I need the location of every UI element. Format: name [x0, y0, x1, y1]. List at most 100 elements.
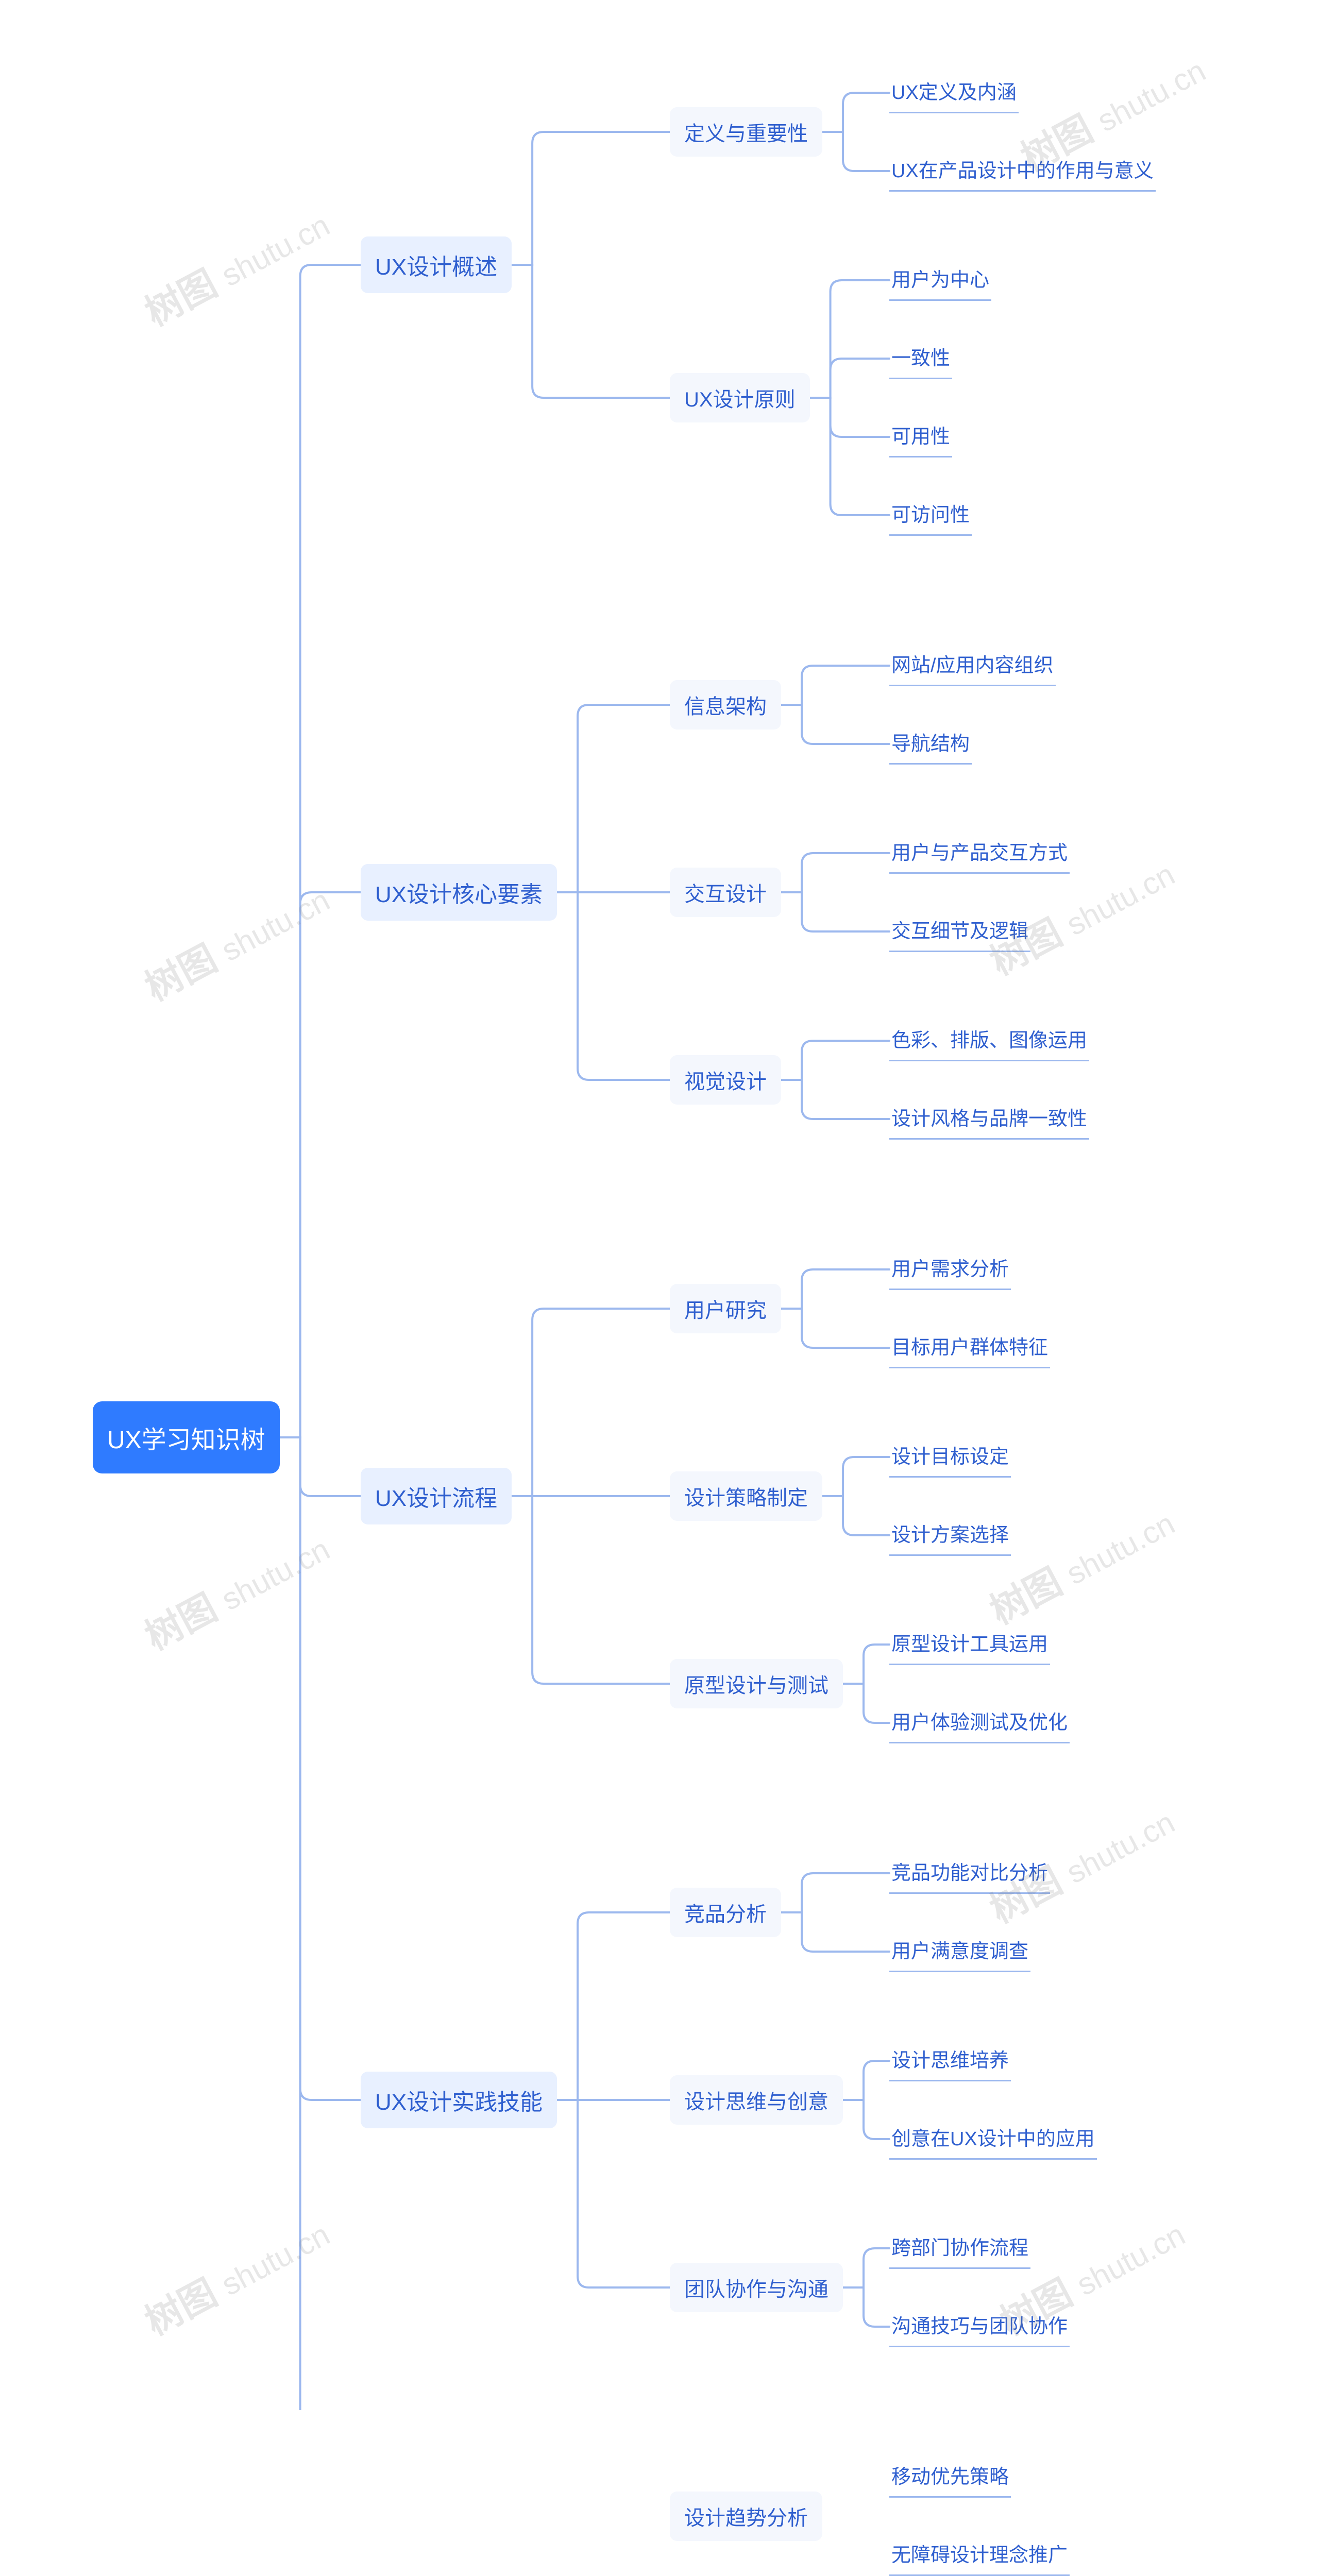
connector — [512, 265, 670, 398]
connector — [280, 265, 361, 1437]
connector — [822, 1457, 889, 1496]
connector — [810, 359, 889, 398]
node-label: 设计方案选择 — [891, 1519, 1009, 1547]
node-label: 导航结构 — [891, 727, 970, 756]
mindmap-node-l2[interactable]: 视觉设计 — [670, 1055, 781, 1105]
mindmap-canvas: UX学习知识树 UX设计概述 定义与重要性 UX定义及内涵 UX在产品设计中的作用与意义… — [0, 0, 1319, 2410]
node-label: 竞品分析 — [684, 1897, 767, 1927]
mindmap-node-l3[interactable]: 可用性 — [889, 416, 952, 457]
connector — [843, 2248, 889, 2287]
node-label: 定义与重要性 — [684, 117, 808, 147]
node-label: 目标用户群体特征 — [891, 1331, 1048, 1360]
node-label: 设计思维培养 — [891, 2044, 1009, 2073]
mindmap-node-l3[interactable]: 用户满意度调查 — [889, 1931, 1030, 1972]
node-label: 用户与产品交互方式 — [891, 837, 1068, 865]
mindmap-node-l3[interactable]: 跨部门协作流程 — [889, 2228, 1030, 2269]
node-label: 设计趋势分析 — [684, 2501, 808, 2531]
mindmap-node-l2[interactable]: 原型设计与测试 — [670, 1659, 843, 1708]
node-label: UX定义及内涵 — [891, 76, 1017, 105]
connector — [781, 666, 889, 705]
connector — [512, 1309, 670, 1496]
mindmap-node-l3[interactable]: 交互细节及逻辑 — [889, 911, 1030, 952]
mindmap-node-l3[interactable]: 创意在UX设计中的应用 — [889, 2119, 1097, 2160]
node-label: 创意在UX设计中的应用 — [891, 2123, 1095, 2151]
mindmap-node-l3[interactable]: 原型设计工具运用 — [889, 1624, 1050, 1665]
node-label: UX设计实践技能 — [375, 2083, 543, 2116]
watermark-en: shutu.cn — [216, 1532, 335, 1617]
connector — [810, 398, 889, 515]
mindmap-node-l3[interactable]: 设计思维培养 — [889, 2040, 1011, 2081]
node-label: 用户体验测试及优化 — [891, 1706, 1068, 1735]
node-label: 用户为中心 — [891, 264, 989, 292]
mindmap-node-l3[interactable]: 移动优先策略 — [889, 2456, 1011, 2498]
node-label: UX设计核心要素 — [375, 876, 543, 909]
connector — [810, 398, 889, 437]
connector — [781, 1912, 889, 1952]
mindmap-node-l2[interactable]: 信息架构 — [670, 680, 781, 730]
mindmap-node-l3[interactable]: 设计方案选择 — [889, 1515, 1011, 1556]
watermark-en: shutu.cn — [216, 883, 335, 968]
mindmap-node-l1[interactable]: UX设计核心要素 — [361, 864, 557, 921]
watermark-en: shutu.cn — [1061, 1805, 1180, 1890]
mindmap-node-l3[interactable]: 用户为中心 — [889, 260, 991, 301]
mindmap-node-l3[interactable]: 一致性 — [889, 338, 952, 379]
mindmap-node-l2[interactable]: 团队协作与沟通 — [670, 2263, 843, 2312]
mindmap-node-l3[interactable]: 设计风格与品牌一致性 — [889, 1098, 1089, 1140]
mindmap-node-l3[interactable]: 无障碍设计理念推广 — [889, 2535, 1070, 2576]
mindmap-node-l3[interactable]: 竞品功能对比分析 — [889, 1853, 1050, 1894]
node-label: UX在产品设计中的作用与意义 — [891, 155, 1154, 183]
connector — [781, 1041, 889, 1080]
mindmap-node-l3[interactable]: 沟通技巧与团队协作 — [889, 2306, 1070, 2347]
mindmap-node-l2[interactable]: 交互设计 — [670, 868, 781, 917]
node-label: 信息架构 — [684, 690, 767, 720]
node-label: UX设计原则 — [684, 383, 796, 413]
mindmap-node-l2[interactable]: 竞品分析 — [670, 1888, 781, 1937]
watermark-en: shutu.cn — [1092, 53, 1211, 139]
mindmap-node-l3[interactable]: 导航结构 — [889, 723, 972, 765]
watermark-en: shutu.cn — [1071, 2217, 1191, 2302]
mindmap-node-l2[interactable]: UX设计原则 — [670, 373, 810, 422]
mindmap-node-l1[interactable]: UX设计实践技能 — [361, 2072, 557, 2128]
mindmap-node-l3[interactable]: 用户体验测试及优化 — [889, 1702, 1070, 1743]
mindmap-node-l3[interactable]: 色彩、排版、图像运用 — [889, 1020, 1089, 1061]
connector — [512, 132, 670, 265]
node-label: 原型设计工具运用 — [891, 1628, 1048, 1656]
watermark-en: shutu.cn — [216, 2217, 335, 2302]
mindmap-node-l3[interactable]: UX定义及内涵 — [889, 72, 1019, 113]
connector — [557, 705, 670, 892]
mindmap-node-l2[interactable]: 定义与重要性 — [670, 107, 822, 157]
watermark: 树图 shutu.cn — [134, 2204, 337, 2346]
mindmap-node-l3[interactable]: 用户需求分析 — [889, 1249, 1011, 1290]
connector — [822, 93, 889, 132]
mindmap-node-l3[interactable]: 可访问性 — [889, 495, 972, 536]
mindmap-node-l3[interactable]: UX在产品设计中的作用与意义 — [889, 150, 1156, 192]
connector — [781, 705, 889, 744]
node-label: 用户研究 — [684, 1294, 767, 1324]
watermark-cn: 树图 — [139, 933, 232, 1009]
mindmap-node-l1[interactable]: UX设计流程 — [361, 1468, 512, 1524]
connector — [557, 892, 670, 1080]
mindmap-node-l0[interactable]: UX学习知识树 — [93, 1401, 280, 1473]
mindmap-node-l2[interactable]: 设计趋势分析 — [670, 2492, 822, 2541]
node-label: 用户需求分析 — [891, 1253, 1009, 1281]
mindmap-node-l2[interactable]: 用户研究 — [670, 1284, 781, 1333]
mindmap-node-l1[interactable]: UX设计概述 — [361, 236, 512, 293]
connector — [843, 2100, 889, 2139]
watermark-cn: 树图 — [139, 1582, 232, 1658]
connector — [843, 1684, 889, 1723]
node-label: 设计风格与品牌一致性 — [891, 1103, 1087, 1131]
mindmap-node-l2[interactable]: 设计策略制定 — [670, 1471, 822, 1521]
mindmap-node-l3[interactable]: 用户与产品交互方式 — [889, 833, 1070, 874]
node-label: 交互细节及逻辑 — [891, 915, 1028, 943]
connector — [280, 1437, 361, 2410]
mindmap-node-l3[interactable]: 网站/应用内容组织 — [889, 645, 1056, 686]
connector — [843, 1645, 889, 1684]
mindmap-node-l3[interactable]: 目标用户群体特征 — [889, 1327, 1050, 1368]
connector — [781, 1080, 889, 1119]
mindmap-node-l3[interactable]: 设计目标设定 — [889, 1436, 1011, 1478]
mindmap-node-l2[interactable]: 设计思维与创意 — [670, 2075, 843, 2125]
node-label: UX学习知识树 — [107, 1419, 265, 1455]
watermark-en: shutu.cn — [216, 208, 335, 293]
connector — [822, 1496, 889, 1535]
node-label: 视觉设计 — [684, 1065, 767, 1095]
